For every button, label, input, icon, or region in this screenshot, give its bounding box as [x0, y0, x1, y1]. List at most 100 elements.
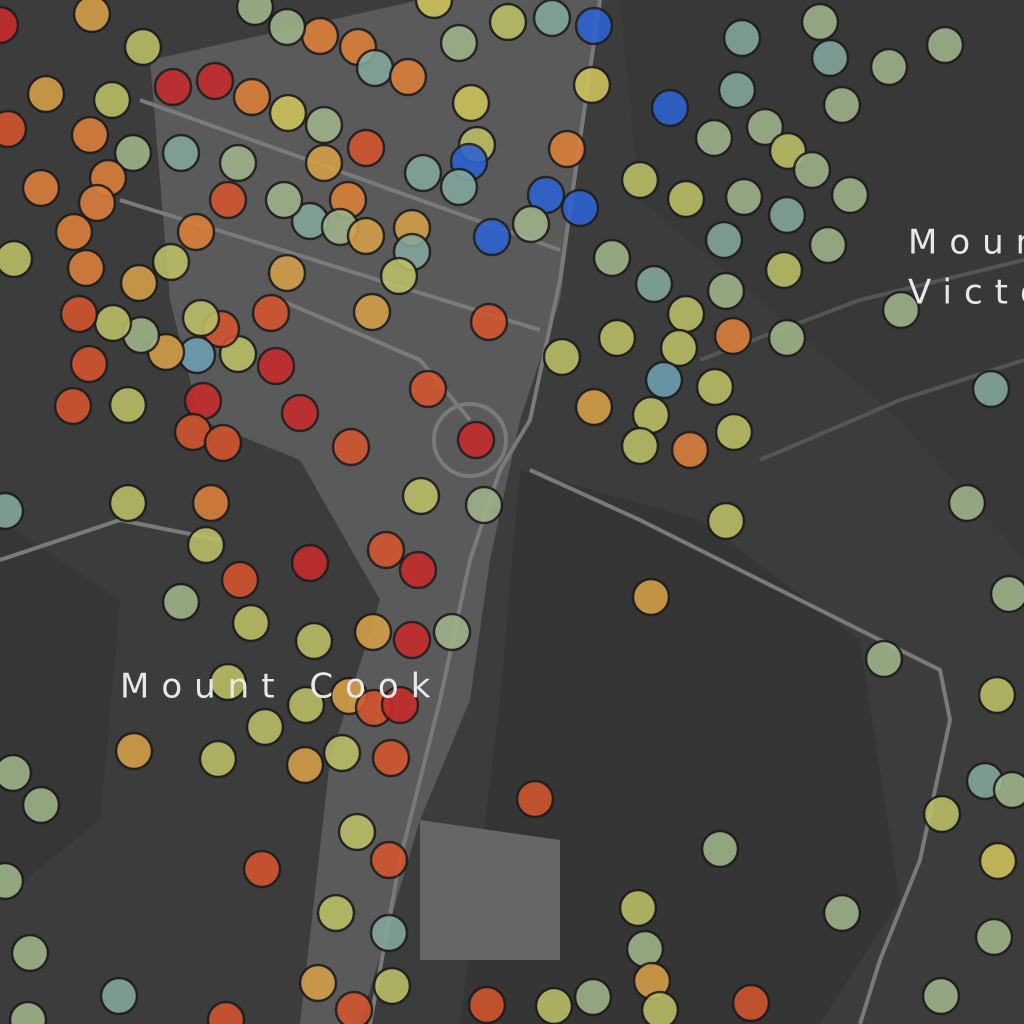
data-point — [792, 150, 832, 190]
data-point — [722, 18, 762, 58]
data-point — [717, 70, 757, 110]
data-point — [355, 48, 395, 88]
data-point — [123, 27, 163, 67]
data-point — [731, 983, 771, 1023]
data-point — [464, 485, 504, 525]
data-point — [380, 685, 420, 725]
data-point — [713, 316, 753, 356]
data-point — [208, 662, 248, 702]
data-point — [869, 47, 909, 87]
data-point — [0, 5, 20, 45]
data-point — [403, 153, 443, 193]
data-point — [53, 386, 93, 426]
data-point — [0, 491, 25, 531]
data-point — [304, 143, 344, 183]
data-point — [472, 217, 512, 257]
data-point — [300, 16, 340, 56]
data-point — [921, 976, 961, 1016]
data-point — [268, 93, 308, 133]
data-point — [21, 168, 61, 208]
data-point — [574, 387, 614, 427]
data-point — [352, 292, 392, 332]
data-point — [659, 328, 699, 368]
data-point — [316, 893, 356, 933]
data-point — [369, 913, 409, 953]
data-point — [186, 525, 226, 565]
data-point — [198, 739, 238, 779]
data-point — [346, 216, 386, 256]
data-point — [218, 143, 258, 183]
data-point — [864, 639, 904, 679]
data-point — [21, 785, 61, 825]
data-point — [620, 160, 660, 200]
data-point — [547, 129, 587, 169]
data-point — [256, 346, 296, 386]
data-point — [181, 298, 221, 338]
data-point — [644, 360, 684, 400]
data-point — [93, 303, 133, 343]
data-point — [231, 603, 271, 643]
data-point — [353, 612, 393, 652]
data-point — [191, 483, 231, 523]
data-point — [694, 118, 734, 158]
data-point — [830, 175, 870, 215]
data-point — [695, 367, 735, 407]
data-point — [0, 239, 34, 279]
data-point — [195, 61, 235, 101]
data-point — [704, 220, 744, 260]
data-point — [70, 115, 110, 155]
data-point — [280, 393, 320, 433]
data-point — [388, 57, 428, 97]
data-point — [810, 38, 850, 78]
data-point — [634, 264, 674, 304]
data-point — [808, 225, 848, 265]
data-point — [392, 620, 432, 660]
data-point — [245, 707, 285, 747]
data-point — [401, 476, 441, 516]
data-point — [69, 344, 109, 384]
data-point — [977, 675, 1017, 715]
data-point — [922, 794, 962, 834]
data-point — [488, 2, 528, 42]
data-point — [208, 180, 248, 220]
data-point — [176, 212, 216, 252]
data-point — [77, 183, 117, 223]
data-point — [379, 256, 419, 296]
data-point — [971, 369, 1011, 409]
data-point — [881, 290, 921, 330]
data-point — [714, 412, 754, 452]
data-point — [66, 248, 106, 288]
data-point — [767, 195, 807, 235]
data-point — [10, 933, 50, 973]
data-point — [800, 2, 840, 42]
data-point — [432, 612, 472, 652]
data-point — [285, 745, 325, 785]
data-point — [974, 917, 1014, 957]
data-point — [408, 369, 448, 409]
data-point — [267, 7, 307, 47]
data-point — [232, 77, 272, 117]
data-point — [26, 74, 66, 114]
data-point — [114, 731, 154, 771]
data-point — [294, 621, 334, 661]
data-point — [372, 966, 412, 1006]
data-point — [439, 167, 479, 207]
data-point — [337, 812, 377, 852]
data-point — [242, 849, 282, 889]
data-point — [451, 83, 491, 123]
data-point — [597, 318, 637, 358]
data-point — [298, 963, 338, 1003]
data-point — [666, 179, 706, 219]
data-point — [153, 67, 193, 107]
place-label: Victoria — [908, 273, 1024, 313]
data-point — [322, 733, 362, 773]
data-point — [8, 1000, 48, 1024]
data-point — [542, 337, 582, 377]
data-point — [439, 23, 479, 63]
data-point — [666, 294, 706, 334]
data-point — [290, 543, 330, 583]
data-point — [511, 204, 551, 244]
